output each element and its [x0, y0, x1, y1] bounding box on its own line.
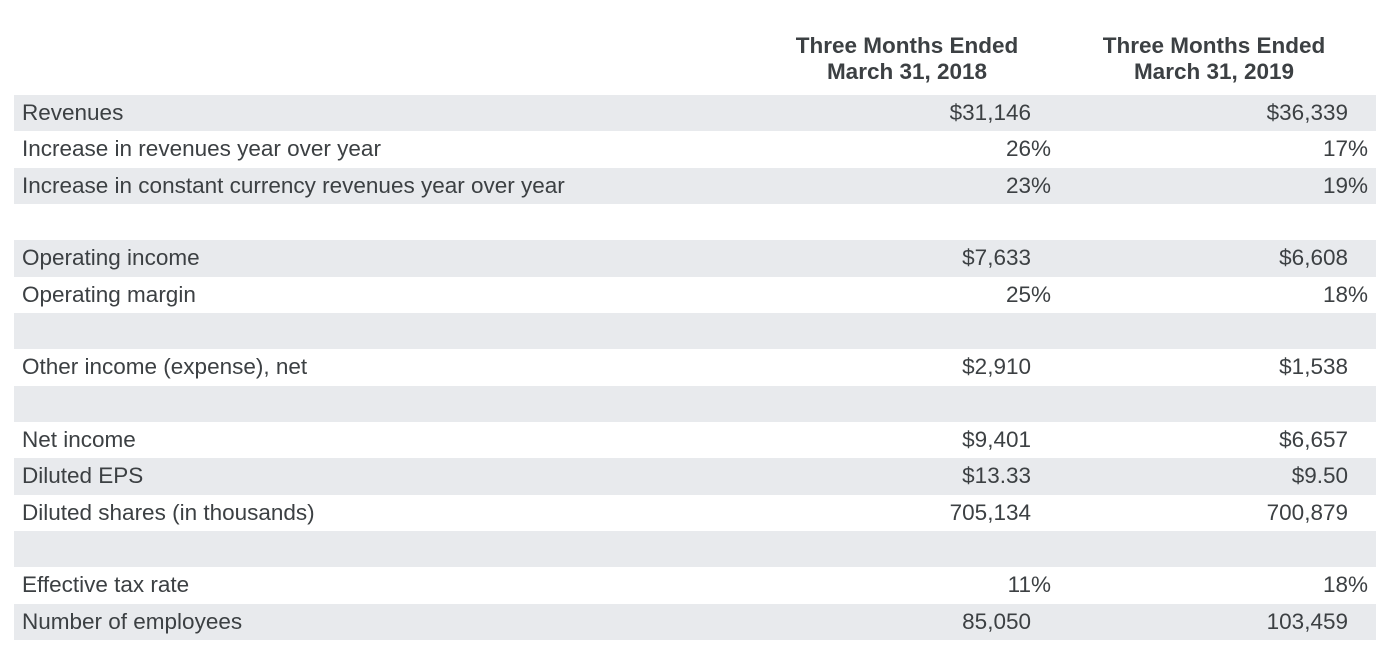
- spacer-row: [14, 385, 1376, 422]
- spacer-row: [14, 312, 1376, 350]
- row-value-2018: [762, 312, 1052, 350]
- column-header-2019-line1: Three Months Ended: [1102, 33, 1326, 58]
- row-value-2019: [1052, 385, 1376, 422]
- row-value-2018: [762, 530, 1052, 568]
- column-header-2018: Three Months Ended March 31, 2018: [762, 0, 1052, 95]
- table-row: Other income (expense), net $2,910 $1,538: [14, 349, 1376, 385]
- row-value-2018: [762, 204, 1052, 240]
- row-label: Revenues: [14, 95, 762, 132]
- table-row: Net income $9,401 $6,657: [14, 422, 1376, 458]
- row-label: Diluted EPS: [14, 458, 762, 495]
- spacer-row: [14, 530, 1376, 568]
- column-header-2018-line1: Three Months Ended: [795, 33, 1019, 58]
- row-value-2019: [1052, 204, 1376, 240]
- row-value-2018: $31,146: [762, 95, 1052, 132]
- financial-summary-table: Three Months Ended March 31, 2018 Three …: [14, 0, 1376, 640]
- row-value-2019: 17%: [1322, 136, 1368, 162]
- row-label: Operating income: [14, 240, 762, 277]
- table-row: Increase in constant currency revenues y…: [14, 167, 1376, 204]
- row-value-2018: 705,134: [949, 499, 1031, 525]
- spacer-row: [14, 204, 1376, 240]
- row-value-2019: 103,459: [1052, 603, 1376, 640]
- row-label: Increase in constant currency revenues y…: [14, 167, 762, 204]
- table-header: Three Months Ended March 31, 2018 Three …: [14, 0, 1376, 95]
- row-value-2019: 18%: [1322, 281, 1368, 307]
- row-value-2019: [1052, 530, 1376, 568]
- row-label: Net income: [22, 426, 136, 452]
- table-row: Diluted EPS $13.33 $9.50: [14, 458, 1376, 495]
- table-body: Revenues $31,146 $36,339 Increase in revenu…: [14, 95, 1376, 640]
- row-value-2018: $13.33: [762, 458, 1052, 495]
- row-value-2018: $9,401: [962, 426, 1031, 452]
- table-row: Revenues $31,146 $36,339: [14, 95, 1376, 132]
- row-label: [14, 530, 762, 568]
- table-row: Number of employees 85,050 103,459: [14, 603, 1376, 640]
- metric-column-header: [14, 0, 762, 95]
- row-label: [14, 385, 762, 422]
- row-value-2019: 18%: [1322, 572, 1368, 598]
- column-header-2019-line2: March 31, 2019: [1133, 59, 1295, 84]
- header-row: Three Months Ended March 31, 2018 Three …: [14, 0, 1376, 95]
- row-value-2018: 85,050: [762, 603, 1052, 640]
- row-label: Other income (expense), net: [22, 354, 308, 380]
- row-label: Operating margin: [22, 281, 196, 307]
- row-label: Diluted shares (in thousands): [22, 499, 315, 525]
- column-header-2018-line2: March 31, 2018: [826, 59, 988, 84]
- table-row: Increase in revenues year over year 26% 17…: [14, 131, 1376, 167]
- row-value-2019: $1,538: [1279, 354, 1348, 380]
- row-value-2019: $9.50: [1052, 458, 1376, 495]
- row-value-2018: 11%: [1007, 572, 1051, 598]
- row-value-2018: 25%: [1005, 281, 1051, 307]
- table-row: Operating margin 25% 18%: [14, 277, 1376, 313]
- row-label: [14, 204, 762, 240]
- row-label: Effective tax rate: [22, 572, 190, 598]
- row-value-2018: 26%: [1005, 136, 1051, 162]
- table-row: Diluted shares (in thousands) 705,134 700,…: [14, 495, 1376, 531]
- row-value-2019: [1052, 312, 1376, 350]
- row-value-2019: $6,657: [1279, 426, 1348, 452]
- row-value-2018: [762, 385, 1052, 422]
- row-value-2019: $36,339: [1052, 95, 1376, 132]
- row-label: Increase in revenues year over year: [22, 136, 381, 162]
- row-value-2018: $2,910: [962, 354, 1031, 380]
- column-header-2019: Three Months Ended March 31, 2019: [1052, 0, 1376, 95]
- row-label: Number of employees: [14, 603, 762, 640]
- row-label: [14, 312, 762, 350]
- row-value-2019: $6,608: [1052, 240, 1376, 277]
- row-value-2019: 19%: [1052, 167, 1376, 204]
- row-value-2019: 700,879: [1266, 499, 1348, 525]
- row-value-2018: 23%: [762, 167, 1052, 204]
- table-row: Operating income $7,633 $6,608: [14, 240, 1376, 277]
- table-row: Effective tax rate 11% 18%: [14, 567, 1376, 603]
- row-value-2018: $7,633: [762, 240, 1052, 277]
